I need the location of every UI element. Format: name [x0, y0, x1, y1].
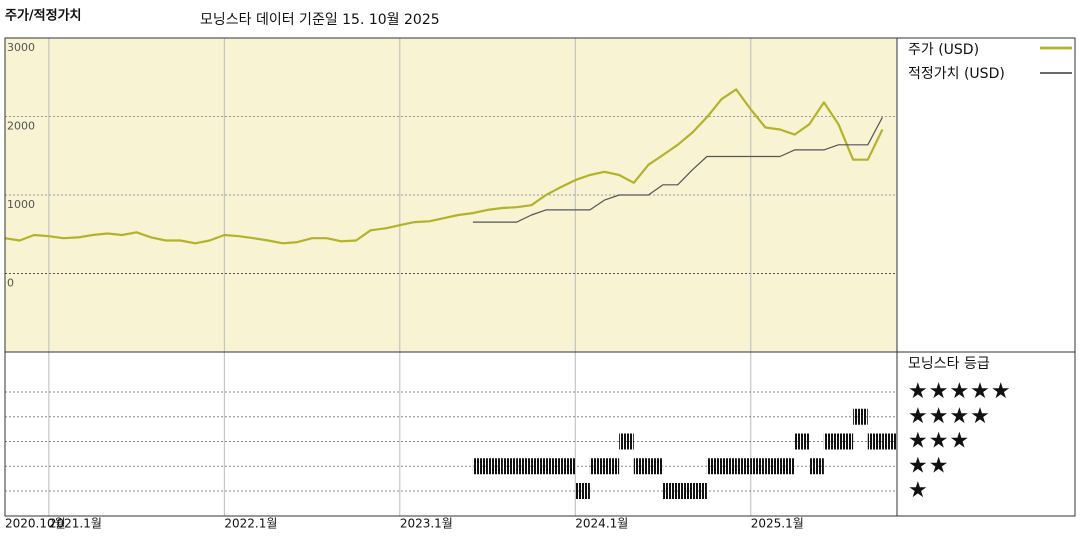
rating-title: 모닝스타 등급	[908, 356, 990, 372]
rating-panel	[5, 352, 897, 516]
x-tick-label: 2023.1월	[400, 517, 453, 531]
rating-bar	[531, 458, 547, 475]
rating-bar	[472, 458, 488, 475]
rating-bar	[663, 483, 678, 499]
series-line	[4, 88, 884, 245]
rating-bar	[633, 458, 649, 475]
chart-title: 주가/적정가치	[5, 8, 82, 24]
frame	[4, 37, 1076, 517]
rating-bar	[516, 458, 532, 475]
rating-bar	[604, 458, 620, 475]
rating-bar	[838, 433, 854, 450]
rating-label: ★★★★★	[908, 379, 1012, 404]
rating-label: ★★★★	[908, 404, 991, 429]
rating-bar	[648, 458, 664, 475]
rating-bar	[575, 483, 590, 499]
rating-bar	[736, 458, 751, 475]
rating-bar	[560, 458, 576, 475]
rating-bar	[677, 483, 693, 499]
x-tick-label: 2021.1월	[49, 517, 102, 531]
rating-label: ★	[908, 478, 929, 503]
rating-bar	[765, 458, 781, 475]
x-tick-label: 2022.1월	[224, 517, 277, 531]
rating-bar	[487, 458, 503, 475]
rating-bar	[692, 483, 707, 499]
rating-label: ★★★	[908, 429, 970, 454]
rating-bar	[882, 433, 897, 450]
x-tick-label: 2020.10월	[5, 517, 66, 531]
rating-bar	[721, 458, 737, 475]
rating-bar	[867, 433, 883, 450]
chart-subtitle: 모닝스타 데이터 기준일 15. 10월 2025	[200, 12, 440, 28]
x-tick-label: 2024.1월	[575, 517, 628, 531]
rating-bar	[589, 458, 605, 475]
rating-bar	[780, 458, 795, 475]
series-line	[472, 117, 883, 223]
y-tick-label: 0	[7, 277, 14, 290]
y-tick-label: 1000	[7, 198, 35, 211]
legend-label: 주가 (USD)	[908, 42, 979, 58]
legend-label: 적정가치 (USD)	[908, 66, 1005, 82]
y-tick-label: 3000	[7, 41, 35, 54]
rating-label: ★★	[908, 453, 949, 478]
rating-bar	[809, 458, 824, 475]
rating-bar	[502, 458, 517, 475]
y-tick-label: 2000	[7, 120, 35, 133]
rating-bar	[706, 458, 722, 475]
rating-bar	[794, 433, 810, 450]
x-tick-label: 2025.1월	[751, 517, 804, 531]
rating-bar	[853, 408, 868, 425]
rating-bar	[750, 458, 766, 475]
rating-bar	[823, 433, 839, 450]
rating-bar	[546, 458, 561, 475]
rating-bar	[619, 433, 634, 450]
